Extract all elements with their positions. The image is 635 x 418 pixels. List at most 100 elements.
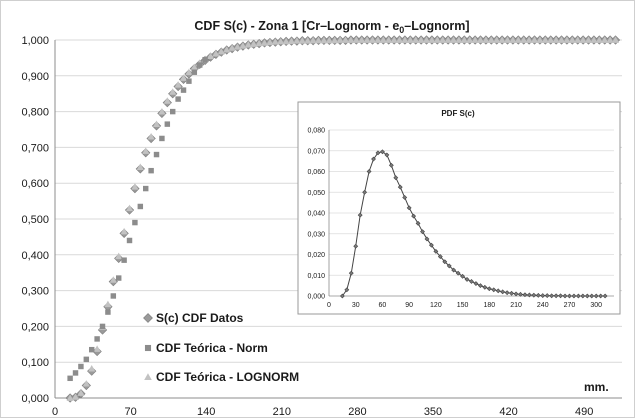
main-point-triangle <box>525 36 533 43</box>
main-point-triangle <box>131 183 139 190</box>
main-point-triangle <box>77 389 85 396</box>
pdf-point <box>397 184 403 190</box>
main-point-triangle <box>314 36 323 44</box>
main-point-square <box>170 108 176 115</box>
pdf-point <box>535 292 541 298</box>
inset-x-tick-label: 0 <box>327 302 331 309</box>
pdf-point <box>473 281 479 286</box>
main-point-triangle <box>379 36 387 43</box>
main-point-triangle <box>147 133 155 140</box>
main-y-tick-label: 0,200 <box>21 321 49 333</box>
main-point-square <box>153 151 160 158</box>
main-point-triangle <box>115 252 123 260</box>
main-point-triangle <box>536 36 544 43</box>
main-point-triangle <box>390 36 398 43</box>
main-point-triangle <box>433 36 441 43</box>
main-point-triangle <box>266 38 274 46</box>
inset-chart-title: PDF S(c) <box>441 109 475 118</box>
main-point-triangle <box>530 36 539 43</box>
pdf-point <box>339 293 345 299</box>
pdf-point <box>344 287 350 293</box>
main-point-triangle <box>169 88 177 95</box>
main-x-tick-label: 350 <box>424 406 442 418</box>
pdf-point <box>406 205 412 211</box>
main-point-triangle <box>385 36 393 43</box>
pdf-point <box>544 293 550 299</box>
main-point-square <box>148 167 154 174</box>
main-point-triangle <box>417 36 425 43</box>
main-y-tick-label: 1,000 <box>21 35 49 47</box>
main-axes <box>54 40 622 399</box>
pdf-point <box>433 248 439 254</box>
main-x-tick-label: 210 <box>273 406 291 418</box>
pdf-point <box>428 242 434 248</box>
main-y-tick-labels: 0,000 0,100 0,200 0,300 0,400 0,500 0,600 0,700… <box>21 35 49 405</box>
main-point-triangle <box>590 36 598 43</box>
main-point-square <box>89 346 95 353</box>
main-point-triangle <box>223 46 231 53</box>
pdf-point <box>380 149 385 155</box>
main-series-square <box>67 56 208 382</box>
main-point-triangle <box>179 74 188 81</box>
pdf-point <box>589 293 595 299</box>
main-point-triangle <box>363 36 371 43</box>
pdf-point <box>437 254 443 259</box>
pdf-point <box>353 243 359 249</box>
inset-series <box>339 149 608 299</box>
main-point-triangle <box>498 36 506 43</box>
main-point-triangle <box>574 36 582 43</box>
main-point-triangle <box>104 300 112 308</box>
main-x-tick-label: 490 <box>575 406 593 418</box>
legend-entry: S(c) CDF Datos <box>156 311 244 325</box>
main-point-triangle <box>444 36 452 43</box>
main-point-triangle <box>514 36 522 43</box>
inset-x-tick-labels: 0 30 60 90 120 150 180 210 240 270 300 <box>327 302 602 309</box>
main-point-triangle <box>163 97 171 104</box>
main-point-triangle <box>233 43 242 50</box>
main-x-tick-label: 280 <box>348 406 366 418</box>
pdf-point <box>411 213 417 219</box>
main-point-square <box>164 121 171 127</box>
main-point-triangle <box>152 120 161 128</box>
main-point-triangle <box>174 81 182 88</box>
main-point-square <box>94 336 100 342</box>
pdf-point <box>420 229 425 235</box>
main-point-square <box>78 363 84 370</box>
main-point-triangle <box>282 37 290 45</box>
pdf-point <box>415 220 421 226</box>
inset-y-tick-label: 0,020 <box>307 252 325 259</box>
main-point-square <box>159 135 165 142</box>
pdf-point <box>455 270 461 276</box>
main-point-square <box>132 219 138 226</box>
main-point-triangle <box>471 36 479 43</box>
pdf-point <box>366 169 372 174</box>
inset-y-tick-label: 0,080 <box>307 128 325 135</box>
pdf-point <box>482 284 488 290</box>
inset-y-tick-label: 0,060 <box>307 169 325 176</box>
inset-x-tick-label: 30 <box>352 302 360 309</box>
main-point-square <box>83 356 90 363</box>
main-point-triangle <box>271 38 279 45</box>
main-point-triangle <box>217 47 225 55</box>
main-point-square <box>126 237 133 244</box>
inset-y-tick-label: 0,010 <box>307 273 325 280</box>
pdf-point <box>451 267 457 273</box>
pdf-point <box>393 175 399 181</box>
main-point-square <box>175 96 181 102</box>
main-point-triangle <box>325 36 333 44</box>
pdf-point <box>357 212 363 218</box>
main-point-square <box>99 323 106 330</box>
pdf-point <box>384 152 390 158</box>
legend: S(c) CDF Datos CDF Teórica - Norm CDF Teór… <box>143 311 299 384</box>
main-point-triangle <box>66 394 74 401</box>
inset-x-tick-label: 150 <box>457 302 469 309</box>
main-point-triangle <box>428 36 436 43</box>
main-point-triangle <box>584 36 593 43</box>
pdf-point <box>553 293 559 299</box>
main-point-triangle <box>88 365 96 372</box>
inset-y-tick-label: 0,040 <box>307 211 325 218</box>
pdf-point <box>522 292 528 298</box>
main-point-triangle <box>557 36 566 43</box>
